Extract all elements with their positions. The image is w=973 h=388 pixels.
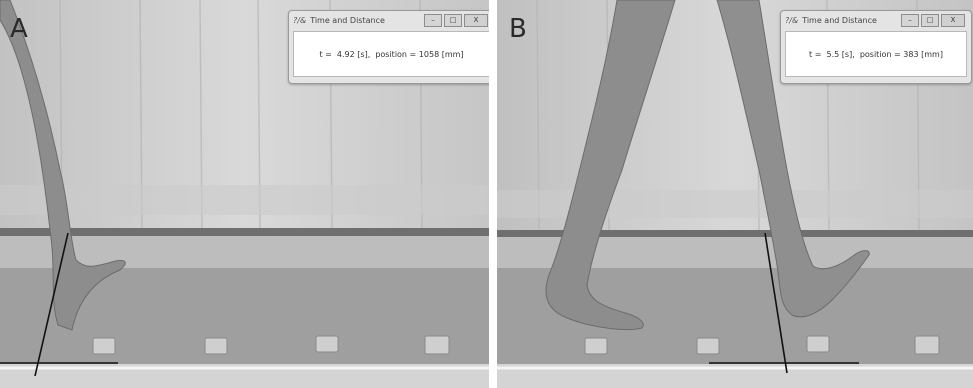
gait-scene-b: [497, 0, 973, 388]
time-distance-window[interactable]: ?/& Time and Distance – □ X t = 5.5 [s],…: [780, 10, 972, 84]
video-frame-a: A ?/& Time and Distance – □ X t = 4.92 […: [0, 0, 489, 388]
maximize-button[interactable]: □: [444, 14, 462, 27]
window-title: Time and Distance: [310, 15, 385, 25]
window-title: Time and Distance: [802, 15, 877, 25]
panel-label: B: [509, 14, 527, 44]
close-button[interactable]: X: [941, 14, 965, 27]
window-titlebar[interactable]: ?/& Time and Distance: [289, 11, 489, 29]
app-icon: ?/&: [293, 15, 307, 25]
panel-divider: [489, 0, 497, 388]
minimize-button[interactable]: –: [424, 14, 442, 27]
window-titlebar[interactable]: ?/& Time and Distance: [781, 11, 971, 29]
time-position-readout: t = 4.92 [s], position = 1058 [mm]: [293, 31, 489, 77]
close-button[interactable]: X: [464, 14, 488, 27]
app-icon: ?/&: [785, 15, 799, 25]
window-controls: – □ X: [424, 14, 488, 27]
time-distance-window[interactable]: ?/& Time and Distance – □ X t = 4.92 [s]…: [288, 10, 489, 84]
panel-label: A: [10, 14, 28, 44]
window-controls: – □ X: [901, 14, 965, 27]
minimize-button[interactable]: –: [901, 14, 919, 27]
maximize-button[interactable]: □: [921, 14, 939, 27]
time-position-readout: t = 5.5 [s], position = 383 [mm]: [785, 31, 967, 77]
video-frame-b: B ?/& Time and Distance – □ X t = 5.5 [s…: [497, 0, 973, 388]
